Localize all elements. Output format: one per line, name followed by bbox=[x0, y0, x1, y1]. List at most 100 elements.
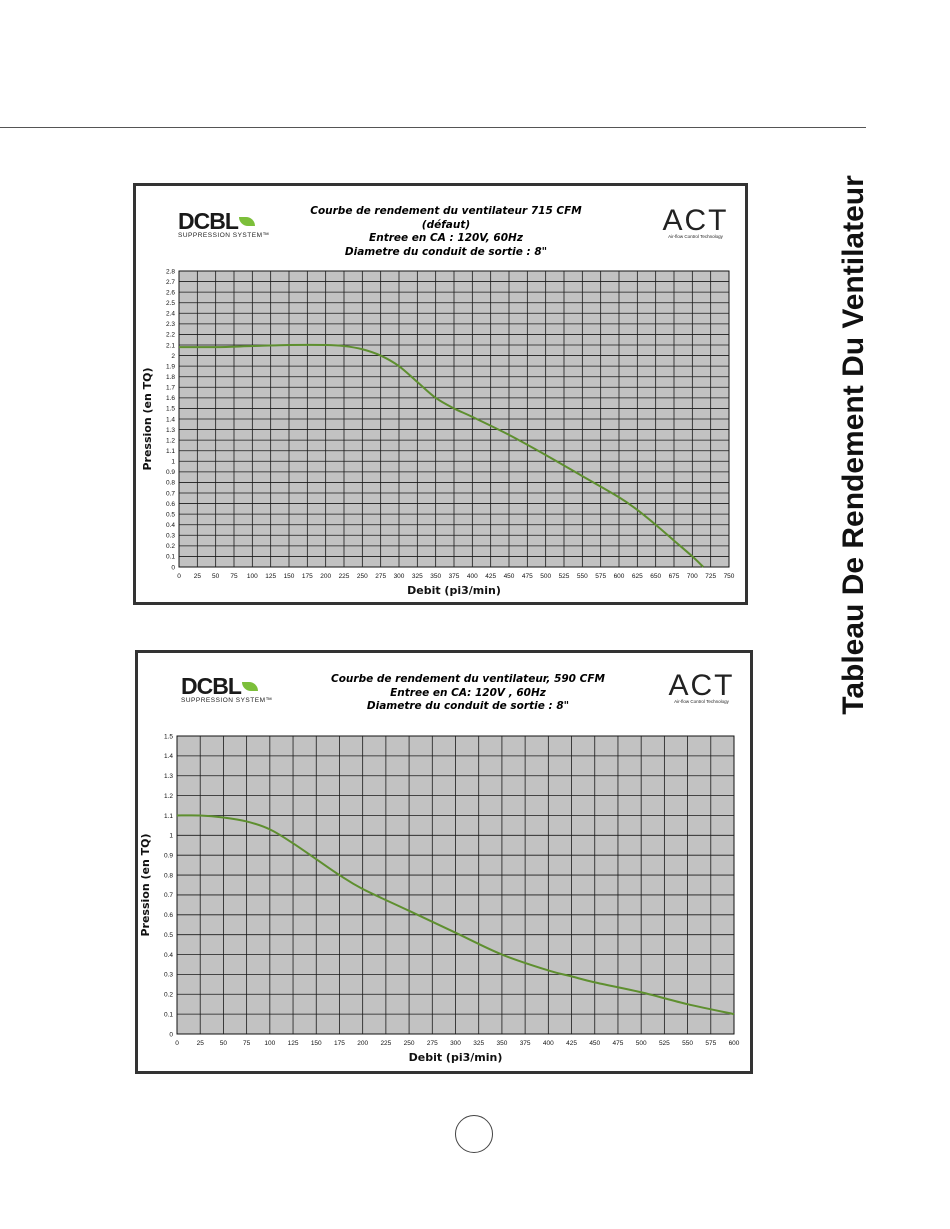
x-tick-label: 400 bbox=[467, 573, 478, 580]
side-heading: Tableau De Rendement Du Ventilateur bbox=[837, 175, 870, 715]
chart-svg: 0 25 50 75 100 125 150 175 200 225 250 275 300 325 350… bbox=[141, 268, 735, 597]
y-tick-label: 0.1 bbox=[164, 1011, 173, 1018]
act-logo: ACT Air-flow Control Technology bbox=[653, 204, 738, 239]
top-rule bbox=[0, 127, 866, 128]
x-axis-label: Debit (pi3/min) bbox=[407, 584, 501, 597]
y-tick-label: 1 bbox=[171, 459, 175, 466]
x-tick-label: 275 bbox=[427, 1040, 438, 1047]
x-tick-label: 200 bbox=[357, 1040, 368, 1047]
y-tick-label: 0.1 bbox=[166, 554, 175, 561]
y-axis-label: Pression (en TQ) bbox=[139, 833, 152, 936]
x-tick-label: 100 bbox=[264, 1040, 275, 1047]
dcbl-logo-sub: SUPPRESSION SYSTEM™ bbox=[181, 697, 273, 704]
y-tick-label: 0.6 bbox=[164, 912, 173, 919]
y-tick-label: 1.8 bbox=[166, 374, 175, 381]
x-tick-label: 600 bbox=[614, 573, 625, 580]
x-tick-label: 750 bbox=[724, 573, 735, 580]
y-tick-label: 0.8 bbox=[164, 872, 173, 879]
y-tick-label: 2.3 bbox=[166, 321, 175, 328]
x-tick-label: 225 bbox=[339, 573, 350, 580]
y-tick-label: 1.4 bbox=[166, 416, 175, 423]
x-tick-label: 375 bbox=[520, 1040, 531, 1047]
x-tick-label: 350 bbox=[496, 1040, 507, 1047]
y-tick-label: 2.6 bbox=[166, 289, 175, 296]
y-tick-label: 1.5 bbox=[164, 733, 173, 740]
act-logo-word: ACT bbox=[662, 204, 729, 237]
y-tick-label: 0.8 bbox=[166, 480, 175, 487]
x-tick-label: 500 bbox=[636, 1040, 647, 1047]
x-tick-label: 700 bbox=[687, 573, 698, 580]
y-tick-label: 1.5 bbox=[166, 406, 175, 413]
page-number-circle bbox=[455, 1115, 493, 1153]
y-tick-label: 1.6 bbox=[166, 395, 175, 402]
x-tick-label: 125 bbox=[265, 573, 276, 580]
x-tick-label: 550 bbox=[577, 573, 588, 580]
y-tick-label: 0.4 bbox=[164, 952, 173, 959]
y-tick-label: 1.1 bbox=[166, 448, 175, 455]
act-logo-sub: Air-flow Control Technology bbox=[674, 699, 729, 704]
x-tick-label: 0 bbox=[175, 1040, 179, 1047]
x-tick-label: 325 bbox=[412, 573, 423, 580]
dcbl-logo: DCBL SUPPRESSION SYSTEM™ bbox=[178, 208, 270, 239]
y-tick-label: 1 bbox=[169, 833, 173, 840]
chart-title-line-2: Entree en CA : 120V, 60Hz bbox=[369, 232, 523, 244]
x-tick-label: 150 bbox=[311, 1040, 322, 1047]
y-tick-label: 0.9 bbox=[164, 853, 173, 860]
x-tick-label: 75 bbox=[230, 573, 238, 580]
x-tick-label: 250 bbox=[404, 1040, 415, 1047]
x-tick-label: 50 bbox=[220, 1040, 228, 1047]
x-tick-label: 475 bbox=[522, 573, 533, 580]
y-tick-label: 0.5 bbox=[166, 511, 175, 518]
x-tick-label: 25 bbox=[194, 573, 202, 580]
y-tick-label: 1.3 bbox=[164, 773, 173, 780]
x-tick-label: 500 bbox=[540, 573, 551, 580]
chart-svg: 0 25 50 75 100 125 150 175 200 225 250 275 300 325 350… bbox=[139, 733, 740, 1064]
x-tick-label: 575 bbox=[595, 573, 606, 580]
x-tick-label: 150 bbox=[284, 573, 295, 580]
x-axis-label: Debit (pi3/min) bbox=[409, 1051, 503, 1064]
chart-title: Courbe de rendement du ventilateur 715 C… bbox=[286, 205, 606, 259]
y-tick-label: 1.9 bbox=[166, 363, 175, 370]
y-tick-label: 2.1 bbox=[166, 342, 175, 349]
y-tick-label: 0.9 bbox=[166, 469, 175, 476]
x-tick-label: 425 bbox=[485, 573, 496, 580]
y-tick-label: 0.3 bbox=[166, 533, 175, 540]
x-tick-label: 175 bbox=[302, 573, 313, 580]
x-tick-label: 600 bbox=[729, 1040, 740, 1047]
x-tick-label: 550 bbox=[682, 1040, 693, 1047]
y-tick-label: 1.2 bbox=[164, 793, 173, 800]
y-tick-label: 1.1 bbox=[164, 813, 173, 820]
y-tick-label: 0.6 bbox=[166, 501, 175, 508]
x-tick-label: 100 bbox=[247, 573, 258, 580]
y-tick-label: 0 bbox=[169, 1031, 173, 1038]
dcbl-logo-word: DCBL bbox=[178, 208, 239, 234]
x-tick-label: 50 bbox=[212, 573, 220, 580]
chart-title-line-2: Entree en CA: 120V , 60Hz bbox=[390, 686, 546, 699]
x-tick-label: 175 bbox=[334, 1040, 345, 1047]
x-tick-label: 625 bbox=[632, 573, 643, 580]
x-tick-label: 450 bbox=[589, 1040, 600, 1047]
x-tick-label: 300 bbox=[450, 1040, 461, 1047]
series-line bbox=[178, 343, 705, 568]
y-tick-label: 0.7 bbox=[164, 892, 173, 899]
chart-panel-715cfm: DCBL SUPPRESSION SYSTEM™ Courbe de rende… bbox=[133, 183, 748, 605]
x-tick-label: 75 bbox=[243, 1040, 251, 1047]
series-line bbox=[176, 814, 735, 1016]
y-tick-label: 0.3 bbox=[164, 972, 173, 979]
chart-title-line-1: Courbe de rendement du ventilateur, 590 … bbox=[331, 673, 605, 685]
x-tick-label: 425 bbox=[566, 1040, 577, 1047]
x-tick-label: 375 bbox=[449, 573, 460, 580]
x-tick-label: 325 bbox=[473, 1040, 484, 1047]
dcbl-logo-word: DCBL bbox=[181, 673, 242, 699]
x-tick-label: 650 bbox=[650, 573, 661, 580]
chart-title-line-3: Diametre du conduit de sortie : 8" bbox=[366, 700, 570, 712]
leaf-icon bbox=[238, 217, 255, 226]
y-tick-label: 2.4 bbox=[166, 311, 175, 318]
x-tick-label: 25 bbox=[197, 1040, 205, 1047]
y-axis-label: Pression (en TQ) bbox=[141, 367, 154, 470]
y-tick-label: 0 bbox=[171, 564, 175, 571]
chart-panel-590cfm: DCBL SUPPRESSION SYSTEM™ Courbe de rende… bbox=[135, 650, 753, 1074]
x-tick-label: 400 bbox=[543, 1040, 554, 1047]
y-tick-label: 0.5 bbox=[164, 932, 173, 939]
y-tick-label: 1.7 bbox=[166, 385, 175, 392]
